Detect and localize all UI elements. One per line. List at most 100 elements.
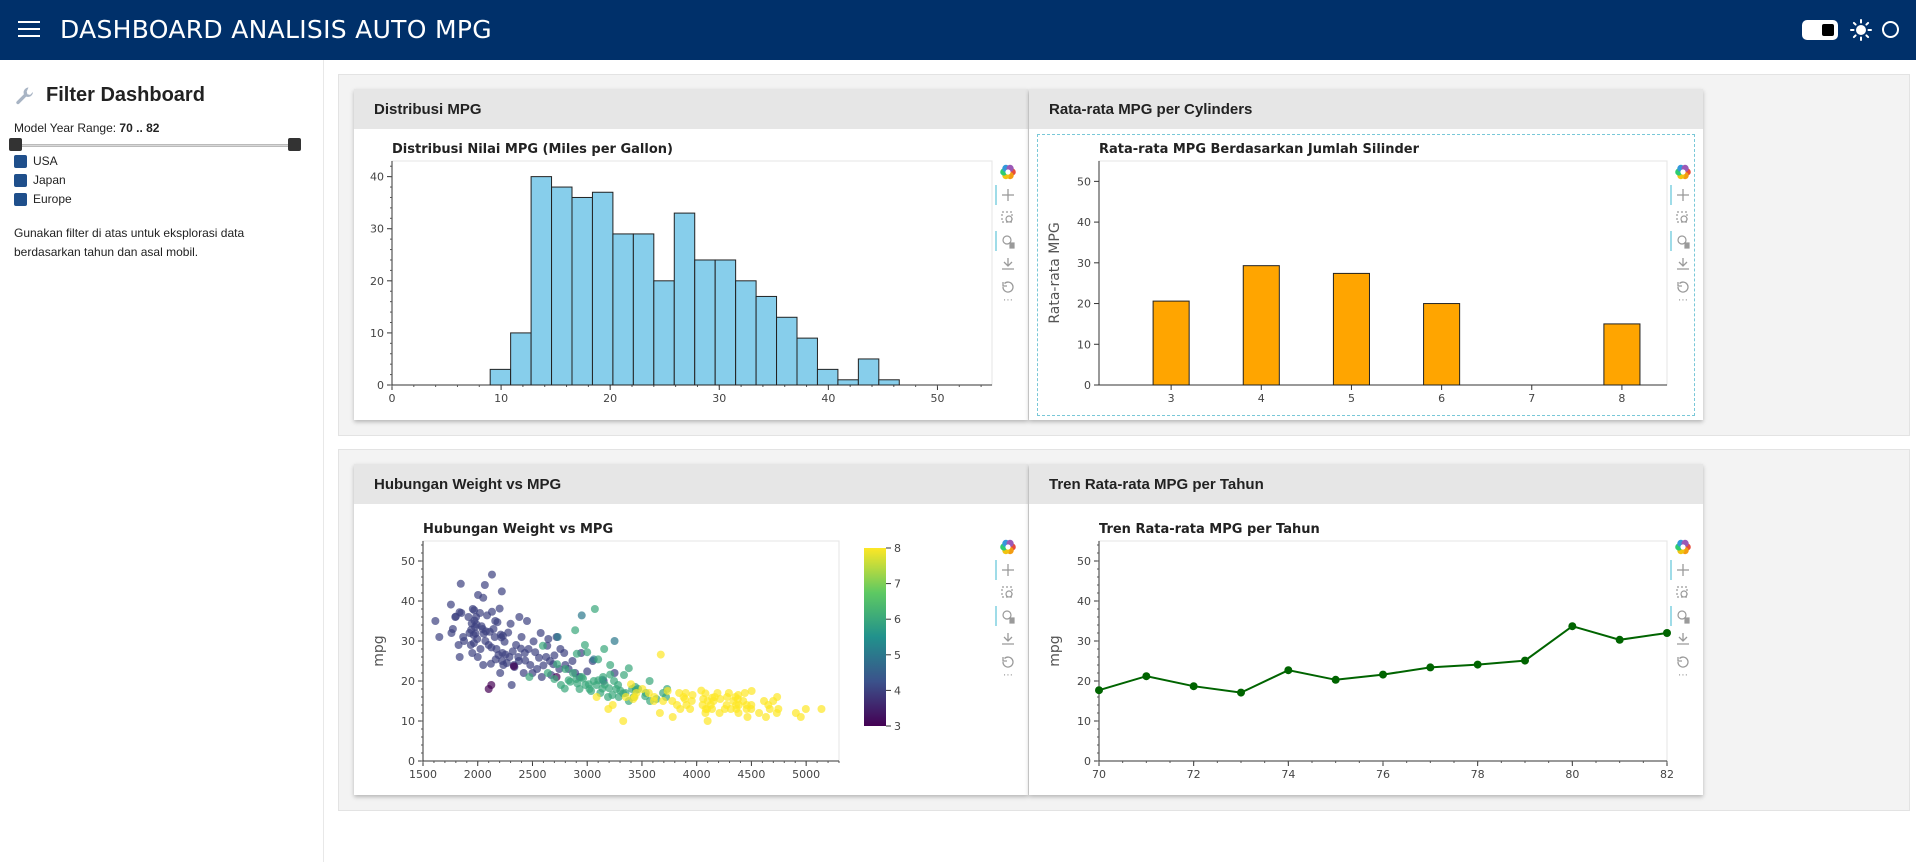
y-tick-label: 50 xyxy=(1077,555,1091,568)
scatter-point xyxy=(560,684,569,693)
help-text: Gunakan filter di atas untuk eksplorasi … xyxy=(14,226,245,259)
x-tick-label: 5 xyxy=(1348,392,1355,405)
line-plot[interactable]: 70 72 74 76 78 80 82 0 10 20 30 40 50 Tren Rata-rata … xyxy=(1029,504,1703,795)
scatter-point xyxy=(468,649,477,657)
scatter-card-header: Hubungan Weight vs MPG xyxy=(354,464,1028,504)
scatter-point xyxy=(703,717,712,725)
y-tick-label: 50 xyxy=(1077,175,1091,188)
y-tick-label: 40 xyxy=(1077,595,1091,608)
year-range-end-handle[interactable] xyxy=(288,138,301,151)
scatter-point xyxy=(606,670,615,679)
wheel-zoom-icon xyxy=(1677,610,1690,624)
menu-icon[interactable] xyxy=(18,21,40,39)
colorbar-tick-label: 8 xyxy=(894,542,901,555)
scatter-point xyxy=(508,647,517,656)
pan-icon xyxy=(1677,189,1689,201)
scatter-plot[interactable]: 1500 2000 2500 3000 3500 4000 4500 5000 0 10 20 30 4… xyxy=(354,504,1028,795)
y-tick-label: 0 xyxy=(408,755,415,768)
scatter-point xyxy=(473,635,482,643)
hist-bar xyxy=(796,337,818,386)
chart-title: Distribusi Nilai MPG (Miles per Gallon) xyxy=(392,142,673,157)
scatter-point xyxy=(460,637,469,645)
hist-bar xyxy=(714,259,737,386)
sun-icon[interactable] xyxy=(1850,19,1872,41)
scatter-point xyxy=(454,641,463,649)
origin-japan-checkbox[interactable]: Japan xyxy=(14,173,66,187)
x-tick-label: 40 xyxy=(821,392,835,405)
y-tick-label: 30 xyxy=(1077,635,1091,648)
bokeh-logo-icon xyxy=(1005,544,1011,550)
year-range-slider[interactable] xyxy=(14,144,296,147)
mpg-trend-point xyxy=(1189,682,1198,691)
plot-frame xyxy=(422,540,840,762)
scatter-point xyxy=(686,705,695,713)
checkbox-usa[interactable] xyxy=(14,154,27,168)
reset-arrow xyxy=(1002,656,1014,668)
wheel-zoom-lens xyxy=(1677,610,1687,620)
checkbox-japan[interactable] xyxy=(14,173,27,187)
scatter-point xyxy=(801,705,810,713)
y-tick-label: 10 xyxy=(1077,338,1091,351)
scatter-point xyxy=(592,693,601,701)
scatter-point xyxy=(537,673,546,681)
scatter-point xyxy=(583,667,592,676)
scatter-point xyxy=(492,645,501,653)
mpg-trend-point xyxy=(1284,666,1293,675)
x-tick-label: 50 xyxy=(930,392,944,405)
checkbox-europe[interactable] xyxy=(14,192,27,206)
dark-mode-icon[interactable] xyxy=(1882,21,1899,38)
scatter-card-title: Hubungan Weight vs MPG xyxy=(374,476,562,493)
origin-usa-checkbox[interactable]: USA xyxy=(14,154,58,168)
hist-bar xyxy=(837,379,859,386)
box-zoom-icon xyxy=(1001,586,1013,598)
scatter-point xyxy=(796,713,805,721)
scatter-point xyxy=(487,681,496,689)
colorbar-tick-label: 6 xyxy=(894,613,901,626)
save-icon xyxy=(1677,258,1689,270)
box-zoom-rect xyxy=(1001,586,1013,598)
scatter-point xyxy=(644,689,653,697)
year-range-start-handle[interactable] xyxy=(9,138,22,151)
save-arrow xyxy=(1677,258,1689,270)
cylinder-bar xyxy=(1152,300,1190,386)
scatter-point xyxy=(504,628,513,637)
scatter-point xyxy=(590,605,599,613)
save-arrow xyxy=(1677,633,1689,645)
scatter-point xyxy=(519,669,528,677)
hist-plot[interactable]: 0 10 20 30 40 50 0 10 20 30 40 Distribusi Nilai MPG… xyxy=(354,129,1028,420)
scatter-point xyxy=(464,613,473,621)
y-tick-label: 0 xyxy=(1084,379,1091,392)
scatter-point xyxy=(747,687,756,695)
bar-plot[interactable]: 3 4 5 6 7 8 0 10 20 30 40 50 Rata-rata MPG Berdasark… xyxy=(1029,129,1703,420)
scatter-point xyxy=(479,593,488,602)
plot-toolbar: ⋯ xyxy=(1670,539,1691,681)
scatter-point xyxy=(561,665,570,673)
theme-toggle[interactable] xyxy=(1802,20,1838,40)
hist-bar xyxy=(755,295,778,386)
wheel-zoom-lens xyxy=(1002,235,1012,245)
box-zoom-lens xyxy=(1680,215,1688,223)
bar-card-header: Rata-rata MPG per Cylinders xyxy=(1029,89,1703,129)
hist-bar xyxy=(510,332,532,386)
scatter-point xyxy=(681,689,690,697)
x-tick-label: 78 xyxy=(1471,768,1485,781)
scatter-point xyxy=(734,709,743,717)
x-tick-label: 10 xyxy=(494,392,508,405)
x-axis-label: mpg xyxy=(676,419,707,420)
y-tick-label: 10 xyxy=(370,327,384,340)
x-tick-label: 76 xyxy=(1376,768,1390,781)
x-tick-label: 74 xyxy=(1281,768,1295,781)
hist-bar xyxy=(551,186,573,386)
scatter-point xyxy=(531,648,540,657)
origin-europe-checkbox[interactable]: Europe xyxy=(14,192,72,206)
cylinder-bar xyxy=(1423,303,1461,386)
reset-arrow xyxy=(1002,281,1014,293)
scatter-point xyxy=(663,687,672,695)
scatter-point xyxy=(761,713,770,721)
plot-frame xyxy=(1098,540,1668,762)
scatter-point xyxy=(487,570,496,579)
mpg-trend-point xyxy=(1663,629,1671,637)
hist-bar xyxy=(530,176,553,386)
scatter-card: Hubungan Weight vs MPG 1500 2000 2500 3000 3… xyxy=(354,464,1028,795)
plot-toolbar: ⋯ xyxy=(995,539,1016,681)
